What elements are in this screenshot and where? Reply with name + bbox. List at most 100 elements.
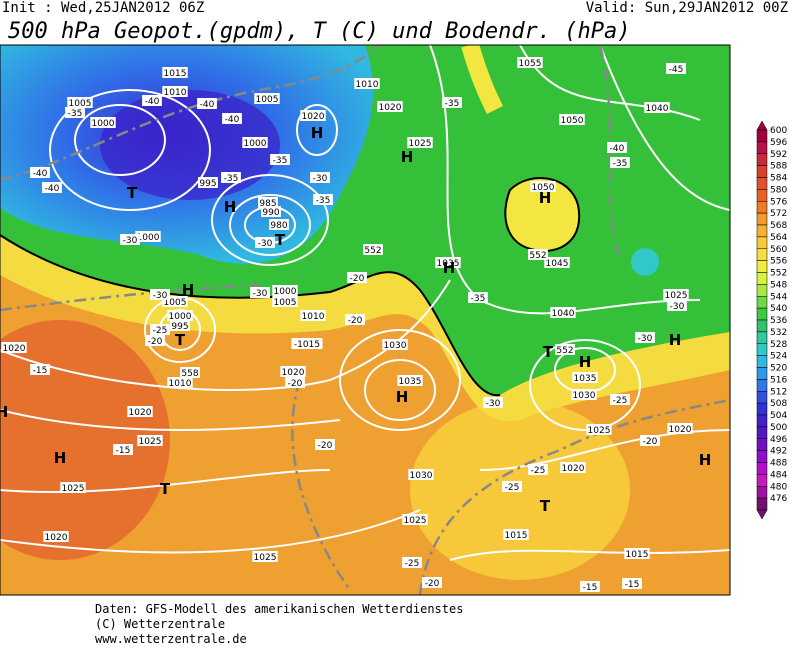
label-box xyxy=(407,137,433,148)
map-frame xyxy=(0,44,731,596)
label-box xyxy=(42,182,62,193)
pressure-center: H xyxy=(579,353,592,371)
colorbar-label: 584 xyxy=(770,174,787,184)
label-box xyxy=(167,377,193,388)
colorbar-swatch xyxy=(756,165,768,178)
contour-label: 1020 xyxy=(129,408,152,418)
contour-label: 1040 xyxy=(646,104,669,114)
colorbar-swatch xyxy=(756,343,768,356)
contour-label: 1000 xyxy=(169,312,192,322)
colorbar-label: 524 xyxy=(770,352,787,362)
label-box xyxy=(170,320,190,331)
colorbar-swatch xyxy=(756,331,768,344)
label-box xyxy=(422,577,442,588)
colorbar-label: 480 xyxy=(770,482,787,492)
label-box xyxy=(270,154,290,165)
label-box xyxy=(442,97,462,108)
colorbar-swatch xyxy=(756,391,768,404)
colorbar-label: 528 xyxy=(770,340,787,350)
contour-label: -40 xyxy=(145,97,160,107)
colorbar: 6005965925885845805765725685645605565525… xyxy=(756,120,787,520)
label-box xyxy=(137,435,163,446)
colorbar-label: 572 xyxy=(770,209,787,219)
contour-label: 1005 xyxy=(69,99,92,109)
contour-label: 1015 xyxy=(505,531,528,541)
colorbar-cap xyxy=(756,509,768,520)
contour-label: 1010 xyxy=(356,80,379,90)
colorbar-label: 520 xyxy=(770,364,787,374)
label-box xyxy=(120,234,140,245)
label-box xyxy=(261,206,281,217)
label-box xyxy=(517,57,543,68)
contour-label: -15 xyxy=(116,446,131,456)
colorbar-swatch xyxy=(756,307,768,321)
contour-label: -35 xyxy=(471,294,486,304)
label-box xyxy=(528,249,548,260)
label-box xyxy=(635,332,655,343)
footer-line: www.wetterzentrale.de xyxy=(95,632,247,646)
contour-label: 985 xyxy=(259,199,276,209)
contour-label: 1040 xyxy=(552,309,575,319)
contour-label: 552 xyxy=(529,251,546,261)
contour-label: 1005 xyxy=(256,95,279,105)
label-box xyxy=(285,377,305,388)
label-box xyxy=(610,157,630,168)
warm-blob xyxy=(504,177,581,252)
contour-label: -40 xyxy=(33,169,48,179)
contour-label: 995 xyxy=(171,322,188,332)
contour-label: -40 xyxy=(225,115,240,125)
contour-label: 1035 xyxy=(574,374,597,384)
warm-core xyxy=(0,320,170,560)
label-box xyxy=(162,67,188,78)
colorbar-label: 508 xyxy=(770,399,787,409)
label-box xyxy=(221,172,241,183)
contour-label: 1035 xyxy=(437,259,460,269)
colorbar-label: 512 xyxy=(770,387,787,397)
pressure-center: T xyxy=(275,231,286,249)
colorbar-swatch xyxy=(756,379,768,392)
colorbar-label: 516 xyxy=(770,375,787,385)
label-box xyxy=(528,464,548,475)
pressure-center: T xyxy=(175,331,186,349)
contour-label: 1030 xyxy=(410,471,433,481)
colorbar-label: 552 xyxy=(770,269,787,279)
label-box xyxy=(377,101,403,112)
contour-label: -30 xyxy=(313,174,328,184)
contour-label: 1000 xyxy=(137,233,160,243)
label-box xyxy=(113,444,133,455)
label-box xyxy=(560,462,586,473)
contour-label: -40 xyxy=(200,100,215,110)
label-box xyxy=(60,482,86,493)
pressure-center: H xyxy=(401,148,414,166)
label-box xyxy=(1,342,27,353)
label-box xyxy=(310,172,330,183)
colorbar-swatch xyxy=(756,284,768,297)
contour-label: -20 xyxy=(318,441,333,451)
contour-label: 1055 xyxy=(519,59,542,69)
colorbar-label: 600 xyxy=(770,126,787,136)
label-box xyxy=(354,78,380,89)
colorbar-swatch xyxy=(756,201,768,214)
label-box xyxy=(30,167,50,178)
label-box xyxy=(142,95,162,106)
label-box xyxy=(559,114,585,125)
colorbar-label: 576 xyxy=(770,197,787,207)
contour-label: 1005 xyxy=(274,298,297,308)
contour-label: -20 xyxy=(350,274,365,284)
label-box xyxy=(550,307,576,318)
contour-label: -35 xyxy=(273,156,288,166)
contour-label: -20 xyxy=(288,379,303,389)
label-box xyxy=(272,285,298,296)
label-box xyxy=(291,338,323,349)
label-box xyxy=(397,375,423,386)
contour-label: 1050 xyxy=(561,116,584,126)
contour-label: 1025 xyxy=(409,139,432,149)
contour-label: 552 xyxy=(556,346,573,356)
contour-label: 995 xyxy=(199,179,216,189)
warm-tongue xyxy=(461,45,504,115)
contour-label: 1020 xyxy=(302,112,325,122)
colorbar-swatch xyxy=(756,189,768,202)
